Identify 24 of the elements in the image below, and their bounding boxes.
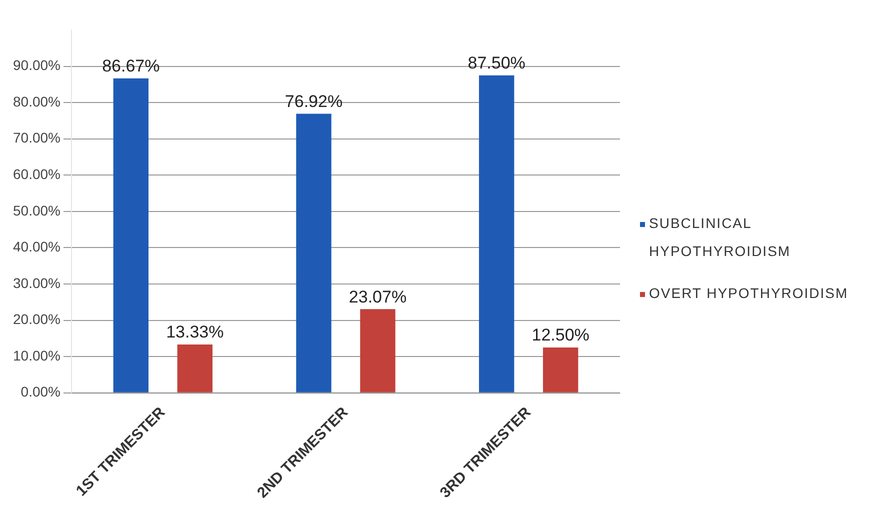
bar xyxy=(177,344,212,392)
legend-label: SUBCLINICAL HYPOTHYROIDISM xyxy=(649,214,792,260)
data-label: 12.50% xyxy=(532,326,590,345)
legend-label: OVERT HYPOTHYROIDISM xyxy=(649,284,848,302)
bar xyxy=(360,309,396,392)
y-tick-label: 70.00% xyxy=(13,130,60,146)
data-label: 23.07% xyxy=(348,287,407,306)
y-tick-label: 40.00% xyxy=(13,238,60,255)
data-label: 86.67% xyxy=(102,56,160,76)
bar xyxy=(113,78,149,392)
data-label: 76.92% xyxy=(284,92,343,111)
data-label: 87.50% xyxy=(468,54,526,73)
data-label: 13.33% xyxy=(166,322,224,342)
y-tick-label: 10.00% xyxy=(13,347,60,364)
y-tick-label: 30.00% xyxy=(13,274,60,291)
bar xyxy=(542,347,578,392)
y-tick-label: 60.00% xyxy=(13,166,60,182)
y-tick-label: 0.00% xyxy=(20,384,60,400)
y-tick-label: 20.00% xyxy=(13,311,60,328)
y-tick-label: 90.00% xyxy=(13,57,60,74)
bar xyxy=(478,75,514,392)
y-tick-label: 50.00% xyxy=(13,202,60,218)
bar xyxy=(296,114,332,392)
y-tick-label: 80.00% xyxy=(13,93,60,110)
